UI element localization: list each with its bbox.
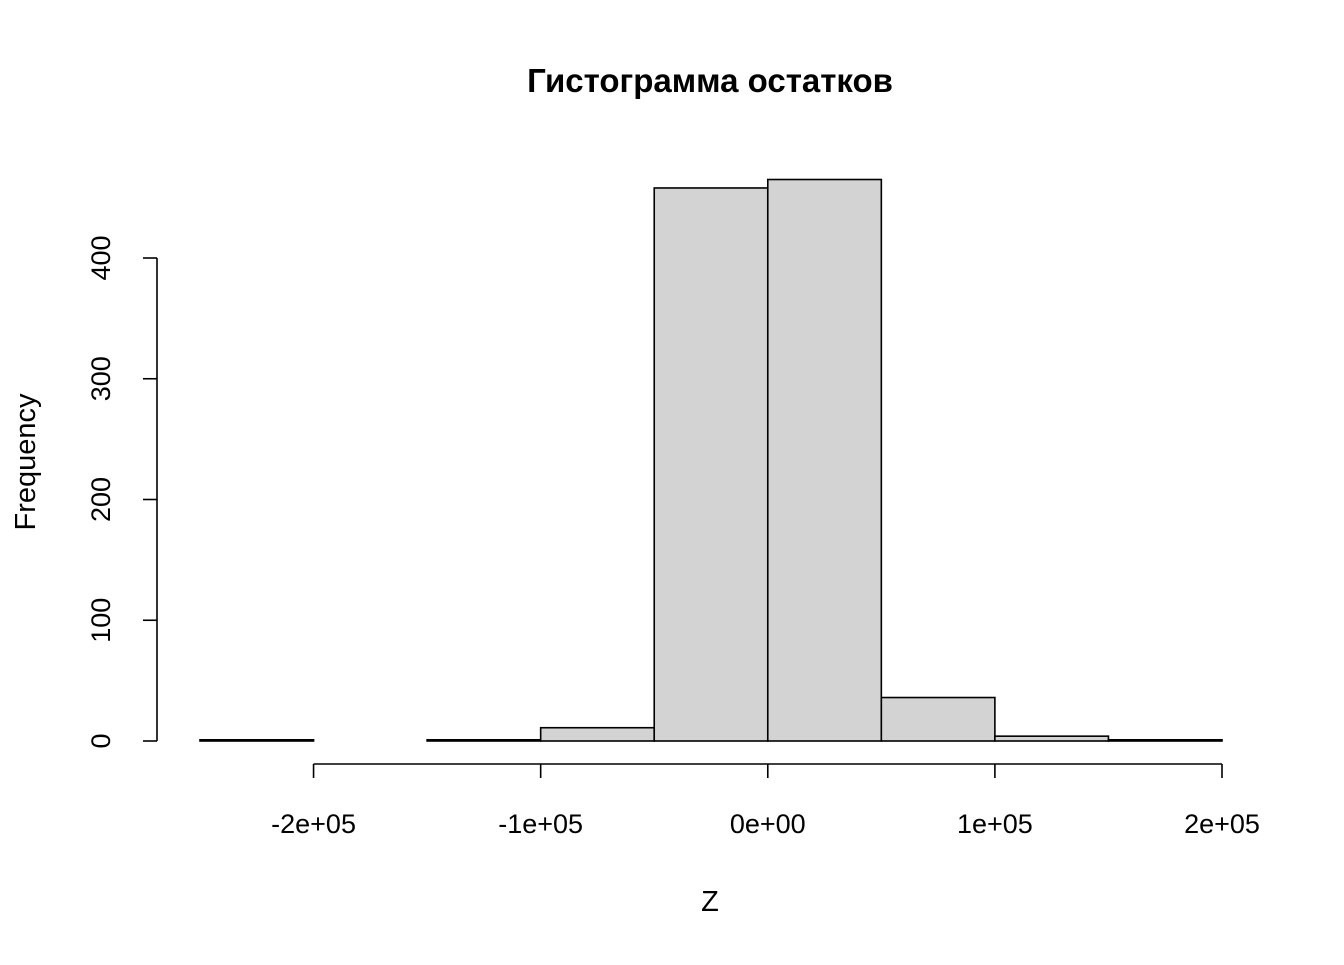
y-tick-label-2: 200: [86, 477, 116, 522]
y-tick-label-3: 300: [86, 356, 116, 401]
y-tick-label-4: 400: [86, 235, 116, 280]
x-tick-label-1: -1e+05: [498, 809, 583, 839]
chart-title: Гистограмма остатков: [527, 62, 893, 99]
histogram-bar-5: [766, 178, 883, 742]
x-axis-title: Z: [701, 886, 719, 918]
histogram-bar-2: [426, 738, 542, 742]
histogram-bar-7: [994, 735, 1110, 742]
histogram-bar-3: [539, 726, 656, 742]
histogram-bars: [199, 178, 1223, 742]
x-tick-label-0: -2e+05: [271, 809, 356, 839]
x-axis: -2e+05 -1e+05 0e+00 1e+05 2e+05: [271, 763, 1260, 839]
y-axis: 0 100 200 300 400: [86, 235, 158, 749]
x-tick-label-2: 0e+00: [730, 809, 806, 839]
y-tick-label-0: 0: [86, 733, 116, 748]
histogram-bar-4: [653, 187, 769, 742]
y-axis-title: Frequency: [10, 393, 42, 531]
x-tick-label-4: 2e+05: [1184, 809, 1260, 839]
histogram-bar-6: [880, 696, 996, 742]
histogram-bar-0: [199, 738, 315, 742]
y-tick-label-1: 100: [86, 598, 116, 643]
histogram-bar-8: [1107, 738, 1223, 742]
x-tick-label-3: 1e+05: [957, 809, 1033, 839]
